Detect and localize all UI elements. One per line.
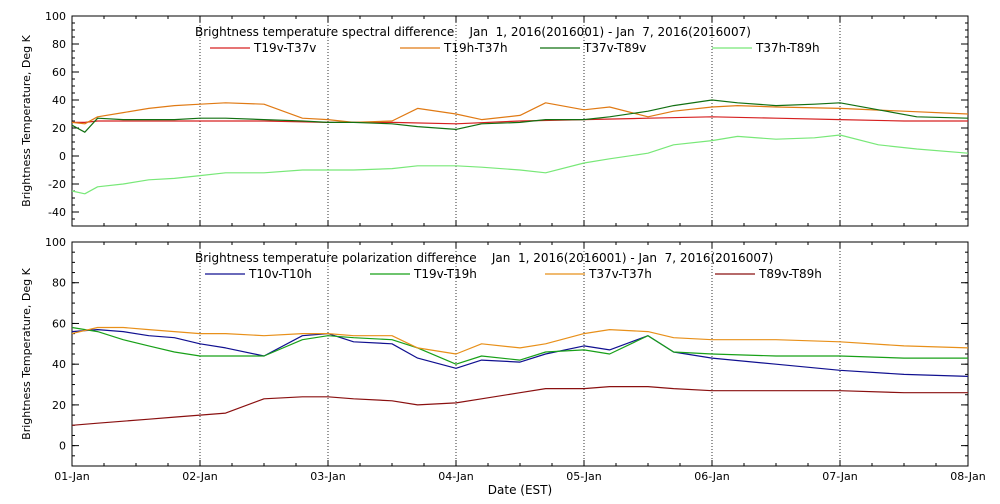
x-tick-label: 06-Jan [694,470,730,483]
series-line-t37v-t37h [71,326,969,355]
series-line-t10v-t10h [71,329,969,377]
y-tick-label: 40 [52,358,66,371]
series-bottom [71,326,969,426]
series-line-t37h-t89h [71,134,969,195]
grid-top [103,16,937,226]
y-tick-label: 60 [52,317,66,330]
legend-label: T37h-T89h [755,41,820,55]
y-tick-label: 20 [52,122,66,135]
y-tick-label: 100 [45,10,66,23]
y-tick-label: 80 [52,38,66,51]
x-tick-label: 05-Jan [566,470,602,483]
y-tick-label: -40 [48,206,66,219]
legend-label: T37v-T37h [588,267,652,281]
legend-label: T19h-T37h [443,41,508,55]
x-tick-label: 03-Jan [310,470,346,483]
legend-label: T19v-T37v [253,41,316,55]
legend-label: T19v-T19h [413,267,477,281]
y-tick-label: 0 [59,440,66,453]
polarization-difference-panel: 0 20 40 60 80 100 Brightness temperature pola… [20,236,969,467]
x-tick-label: 02-Jan [182,470,218,483]
series-line-t19v-t19h [71,326,968,365]
x-tick-labels: 01-Jan 02-Jan 03-Jan 04-Jan 05-Jan 06-Jan 07-J… [54,470,986,483]
x-tick-label: 08-Jan [950,470,986,483]
x-tick-label: 07-Jan [822,470,858,483]
y-ticks-bottom: 0 20 40 60 80 100 [45,236,968,467]
y-tick-label: 20 [52,399,66,412]
x-axis-label: Date (EST) [488,483,552,497]
y-tick-label: 80 [52,277,66,290]
series-line-t19h-t37h [71,102,969,125]
series-line-t37v-t89v [71,99,969,133]
legend-bottom: T10v-T10h T19v-T19h T37v-T37h T89v-T89h [205,267,822,281]
y-axis-label-top: Brightness Temperature, Deg K [20,34,33,206]
series-line-t89v-t89h [71,386,968,426]
x-tick-label: 04-Jan [438,470,474,483]
series-top [71,99,969,195]
y-tick-label: 100 [45,236,66,249]
y-tick-label: 40 [52,94,66,107]
x-tick-label: 01-Jan [54,470,90,483]
spectral-difference-panel: -40 -20 0 20 40 60 80 100 Brightness temperatur… [20,10,969,227]
panel-title-bottom: Brightness temperature polarization diff… [195,251,773,265]
y-tick-label: 0 [59,150,66,163]
legend-top: T19v-T37v T19h-T37h T37v-T89v T37h-T89h [210,41,820,55]
legend-label: T89v-T89h [758,267,822,281]
y-tick-label: 60 [52,66,66,79]
y-tick-label: -20 [48,178,66,191]
plot-frame-bottom [71,241,969,467]
panel-title-top: Brightness temperature spectral differen… [195,25,751,39]
legend-label: T10v-T10h [248,267,312,281]
y-axis-label-bottom: Brightness Temperature, Deg K [20,267,33,439]
legend-label: T37v-T89v [583,41,646,55]
